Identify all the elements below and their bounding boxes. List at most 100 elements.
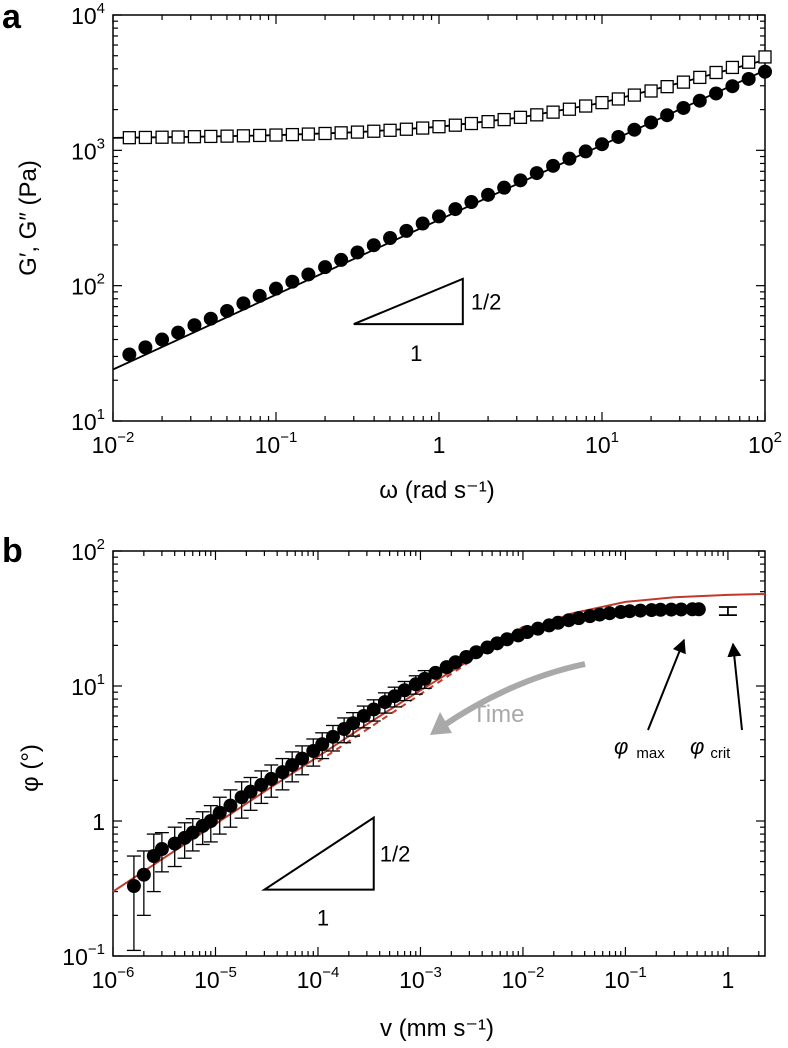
- phi-point: [428, 665, 443, 680]
- g-double-prime-point: [692, 93, 707, 108]
- y-tick-label: 101: [71, 671, 105, 700]
- x-tick-base: 10: [92, 967, 118, 993]
- phi-point: [602, 606, 617, 621]
- slope-triangle: [353, 277, 464, 326]
- g-prime-point: [644, 84, 658, 98]
- y-tick-base: 10: [62, 944, 88, 970]
- slope-run-label: 1: [317, 906, 329, 931]
- x-tick-exponent: 2: [774, 429, 782, 446]
- g-double-prime-point: [758, 64, 772, 79]
- phi-point: [243, 784, 258, 799]
- panel-a-y-axis-label: G′, G″ (Pa): [15, 160, 42, 276]
- g-double-prime-point: [415, 216, 430, 231]
- panel-b-x-axis-label: v (mm s⁻¹): [380, 1015, 494, 1042]
- x-tick-label: 10−4: [297, 964, 340, 993]
- g-prime-point: [546, 105, 560, 119]
- phi-crit-arrow: [727, 642, 743, 731]
- y-tick-exponent: 2: [97, 536, 105, 553]
- g-prime-point: [171, 130, 185, 144]
- time-label: Time: [472, 701, 524, 728]
- x-tick-label: 10−2: [92, 429, 135, 458]
- g-prime-point: [187, 130, 202, 144]
- phi-point: [295, 751, 310, 766]
- g-double-prime-point: [203, 311, 218, 326]
- panel-b-letter: b: [2, 532, 23, 570]
- x-tick-label: 10−5: [194, 964, 237, 993]
- g-double-prime-point: [399, 223, 414, 238]
- x-tick-base: 10: [297, 967, 323, 993]
- panel-a-points: [122, 50, 772, 362]
- x-tick-exponent: −1: [280, 429, 297, 446]
- slope-rise-label: 1/2: [471, 289, 502, 314]
- g-prime-point: [660, 80, 674, 94]
- phi-point: [417, 671, 432, 686]
- y-tick-exponent: 1: [97, 406, 105, 423]
- g-double-prime-point: [627, 122, 642, 137]
- y-tick-exponent: 4: [97, 0, 105, 17]
- slope-run-label: 1: [410, 341, 422, 366]
- panel-a-x-axis-label: ω (rad s⁻¹): [379, 477, 494, 504]
- y-tick-exponent: −1: [88, 941, 105, 958]
- g-double-prime-point: [236, 296, 251, 311]
- x-tick-label: 1: [433, 432, 446, 458]
- g-double-prime-point: [252, 288, 267, 303]
- phi-point: [653, 602, 668, 617]
- phi-point: [154, 842, 169, 857]
- y-tick-base: 10: [71, 3, 97, 29]
- phi-point: [275, 765, 290, 780]
- g-prime-point: [693, 70, 707, 85]
- phi-point: [356, 708, 371, 723]
- y-tick-label: 103: [71, 135, 105, 164]
- g-double-prime-point: [529, 166, 544, 181]
- g-prime-point: [758, 50, 772, 64]
- g-double-prime-point: [122, 347, 137, 362]
- phi-max-label: φ max: [614, 734, 665, 762]
- x-tick-exponent: 1: [611, 429, 619, 446]
- g-prime-point: [301, 127, 316, 141]
- g-double-prime-point: [138, 340, 153, 355]
- g-double-prime-point: [334, 252, 349, 267]
- phi-point: [126, 879, 141, 894]
- x-tick-exponent: −4: [322, 964, 339, 981]
- phi-point: [571, 611, 586, 626]
- g-prime-point: [497, 112, 511, 127]
- g-double-prime-point: [350, 245, 365, 260]
- phi-point: [285, 757, 300, 772]
- x-tick-exponent: −6: [117, 964, 134, 981]
- x-tick-base: 10: [604, 967, 630, 993]
- phi-point: [622, 604, 637, 619]
- g-prime-point: [155, 130, 169, 144]
- panel-b-y-axis-label: φ (°): [17, 744, 44, 792]
- x-tick-label: 10−2: [502, 964, 545, 993]
- x-tick-base: 10: [399, 967, 425, 993]
- g-double-prime-point: [595, 137, 609, 152]
- y-tick-base: 10: [71, 138, 97, 164]
- phi-point: [500, 632, 515, 647]
- phi-point: [315, 737, 330, 752]
- phi-point: [664, 602, 679, 617]
- y-tick-base: 1: [92, 809, 105, 835]
- g-prime-point: [269, 128, 283, 142]
- g-prime-point: [383, 123, 397, 137]
- g-prime-point: [742, 55, 756, 69]
- g-double-prime-point: [318, 260, 333, 275]
- x-tick-exponent: −3: [425, 964, 442, 981]
- y-tick-label: 101: [71, 406, 105, 435]
- g-double-prime-point: [187, 318, 202, 333]
- g-double-prime-point: [644, 115, 659, 130]
- y-tick-base: 10: [71, 274, 97, 300]
- y-tick-base: 10: [71, 539, 97, 565]
- phi-point: [551, 615, 566, 630]
- g-double-prime-point: [725, 79, 740, 94]
- g-prime-point: [285, 127, 300, 142]
- g-prime-point: [318, 126, 332, 141]
- g-prime-point: [204, 129, 218, 144]
- g-double-prime-point: [171, 325, 186, 340]
- slope-triangle: [261, 815, 375, 891]
- x-tick-exponent: −5: [220, 964, 237, 981]
- y-tick-label: 10−1: [62, 941, 105, 970]
- phi-point: [366, 702, 381, 717]
